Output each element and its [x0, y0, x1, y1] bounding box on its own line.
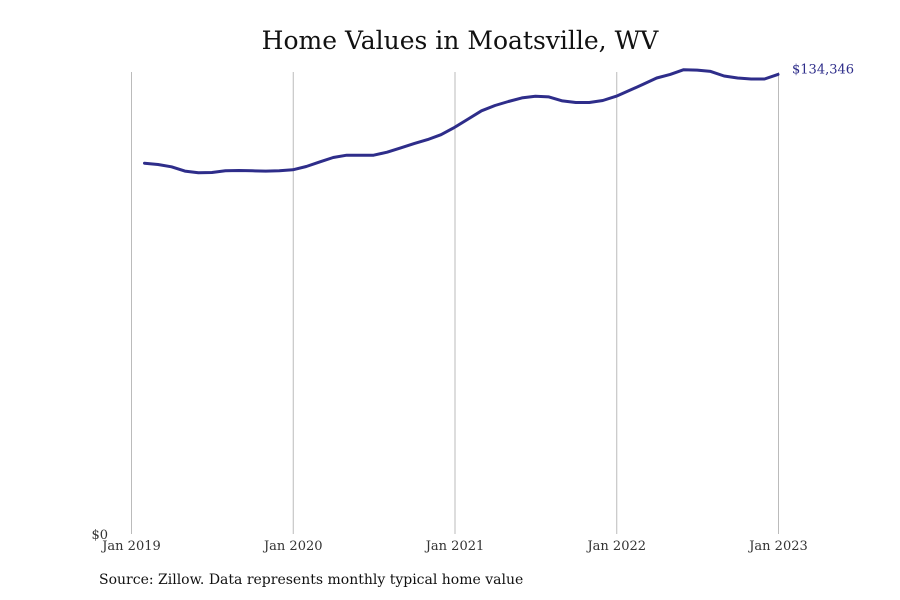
y-tick-label: $0	[91, 528, 108, 543]
chart-title: Home Values in Moatsville, WV	[261, 26, 659, 55]
x-tick-label: Jan 2023	[747, 539, 808, 554]
gridlines	[131, 72, 779, 534]
end-value-label: $134,346	[792, 62, 854, 77]
home-value-line	[143, 68, 780, 175]
x-tick-label: Jan 2020	[262, 539, 323, 554]
x-tick-label: Jan 2021	[424, 539, 485, 554]
x-tick-label: Jan 2019	[100, 539, 161, 554]
x-tick-label: Jan 2022	[585, 539, 646, 554]
y-axis-tick-labels: $0	[91, 528, 108, 543]
x-axis-tick-labels: Jan 2019 Jan 2020 Jan 2021 Jan 2022 Jan 2023	[100, 539, 808, 554]
source-note: Source: Zillow. Data represents monthly …	[99, 572, 524, 588]
